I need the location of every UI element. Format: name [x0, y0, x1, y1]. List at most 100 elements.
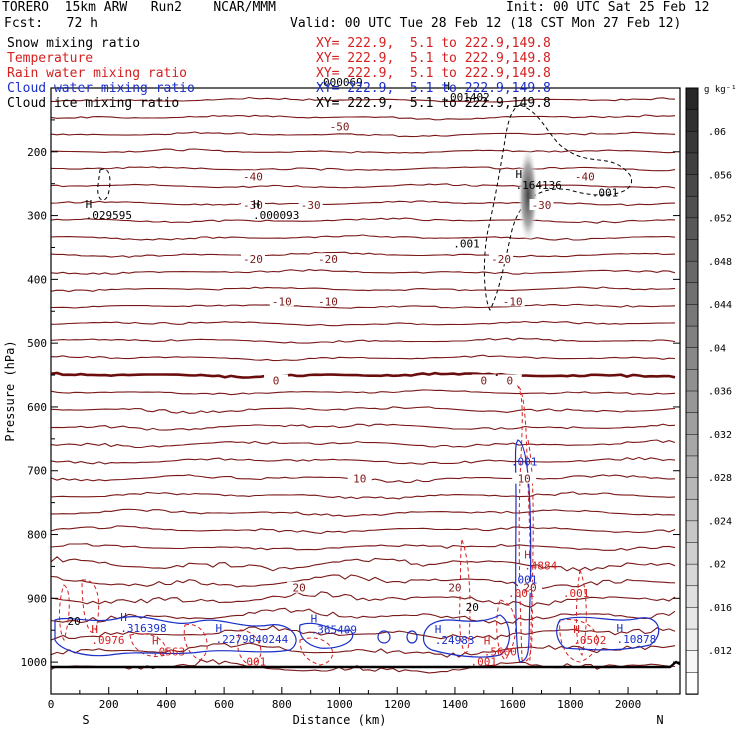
extremum-marker: H	[91, 623, 98, 636]
isotherm-line	[50, 607, 676, 625]
isotherm-label: -20	[243, 253, 263, 266]
isotherm-label-bg	[572, 170, 597, 182]
isotherm-label-bg	[287, 581, 312, 593]
extremum-marker: H	[516, 168, 523, 181]
extremum-value: .000093	[253, 209, 299, 222]
colorbar-tick-label: .048	[708, 257, 732, 268]
colorbar-bin	[685, 87, 699, 111]
extremum-value: .000069	[316, 76, 362, 89]
legend-snow-xy: XY= 222.9, 5.1 to 222.9,149.8	[316, 36, 551, 51]
colorbar-tick-label: .028	[708, 473, 732, 484]
isotherm-line	[50, 303, 676, 309]
isotherm-label: -20	[318, 253, 338, 266]
isotherm-line	[50, 556, 676, 572]
colorbar-bin	[685, 282, 699, 306]
isotherm-line	[50, 337, 676, 344]
isotherm-label-bg	[512, 472, 537, 484]
extremum-value: .164136	[516, 179, 562, 192]
x-tick-label: 1600	[499, 698, 526, 711]
colorbar-tick-label: .044	[708, 300, 732, 311]
colorbar-frame	[685, 87, 699, 695]
colorbar-bin	[685, 585, 699, 609]
extremum-marker: H	[435, 623, 442, 636]
extremum-value: .4884	[524, 560, 557, 573]
legend-rain-xy: XY= 222.9, 5.1 to 222.9,149.8	[316, 66, 551, 81]
isotherm-label: 0	[480, 374, 487, 387]
cloud-ice-contour	[483, 104, 633, 312]
x-tick-label: 1800	[557, 698, 584, 711]
colorbar-bin	[685, 131, 699, 154]
rain-contour-c	[59, 584, 70, 642]
isotherm-line	[50, 574, 676, 589]
isotherm-label-bg	[489, 253, 514, 265]
colorbar-bin	[685, 628, 699, 652]
x-end-label-right: N	[656, 713, 663, 727]
y-tick-label: 1000	[21, 656, 48, 669]
isotherm-line	[51, 508, 676, 517]
isotherm-line	[50, 251, 676, 258]
x-tick-label: 200	[99, 698, 119, 711]
isotherm-label: -20	[491, 253, 511, 266]
isotherm-line	[50, 456, 676, 465]
x-tick-label: 1000	[326, 698, 353, 711]
isotherm-line	[50, 286, 676, 293]
isotherm-line	[50, 166, 676, 172]
extremum-marker: H	[152, 635, 159, 648]
x-tick-label: 1200	[384, 698, 411, 711]
contour-label: .001	[511, 456, 538, 469]
colorbar-bin	[685, 520, 699, 544]
isotherm-label-bg	[315, 253, 340, 265]
legend-snow: Snow mixing ratio	[7, 36, 141, 51]
colorbar-tick-label: .056	[708, 170, 732, 181]
extremum-marker: H	[484, 635, 491, 648]
isotherm-line	[50, 642, 676, 658]
isotherm-line	[50, 525, 676, 535]
colorbar-bin	[685, 304, 699, 327]
isotherm-label: -10	[503, 295, 523, 308]
isotherm-label: -40	[243, 170, 263, 183]
contour-label: .001	[511, 574, 538, 587]
isotherm-label: -30	[243, 199, 263, 212]
isotherm-label: 0	[273, 374, 280, 387]
colorbar-bin	[685, 239, 699, 262]
x-axis-label: Distance (km)	[293, 713, 387, 727]
contour-label: .001	[563, 587, 590, 600]
isotherm-line	[51, 148, 676, 154]
extremum-value: .365409	[311, 623, 357, 636]
isotherm-line	[50, 491, 676, 500]
extremum-value: .24983	[435, 634, 475, 647]
isotherm-label-bg	[240, 253, 265, 265]
contour-label: .001	[471, 655, 498, 668]
isotherm-line	[50, 371, 676, 379]
x-tick-label: 0	[48, 698, 55, 711]
isotherm-label-bg	[497, 374, 522, 386]
isotherm-label-bg	[240, 199, 265, 211]
extremum-value: .0563	[152, 646, 185, 659]
contour-label: .001	[453, 237, 480, 250]
legend-cloud-water: Cloud water mixing ratio	[7, 81, 195, 96]
extremum-value: .316398	[120, 622, 166, 635]
isotherm-line	[50, 234, 676, 241]
colorbar-tick-label: .052	[708, 214, 732, 225]
plot-area	[51, 88, 680, 694]
isotherm-line	[50, 591, 676, 608]
colorbar-bin	[685, 563, 699, 587]
x-tick-label: 600	[214, 698, 234, 711]
colorbar-tick-label: .036	[708, 387, 732, 398]
isotherm-label: -10	[272, 295, 292, 308]
isotherm-line	[50, 439, 676, 449]
extremum-marker: H	[311, 612, 318, 625]
isotherm-label-bg	[327, 120, 352, 132]
cloud-water-blob-b	[377, 630, 391, 644]
isotherm-line	[50, 131, 676, 138]
colorbar-tick-label: .04	[708, 343, 726, 354]
colorbar-bin	[685, 174, 699, 197]
cloud-water-column	[514, 439, 532, 663]
isotherm-label-bg	[471, 374, 496, 386]
extremum-marker: H	[524, 549, 531, 562]
legend-cloud-water-xy: XY= 222.9, 5.1 to 222.9,149.8	[316, 81, 551, 96]
contour-label: .001	[592, 186, 619, 199]
colorbar-tick-label: .06	[708, 127, 726, 138]
